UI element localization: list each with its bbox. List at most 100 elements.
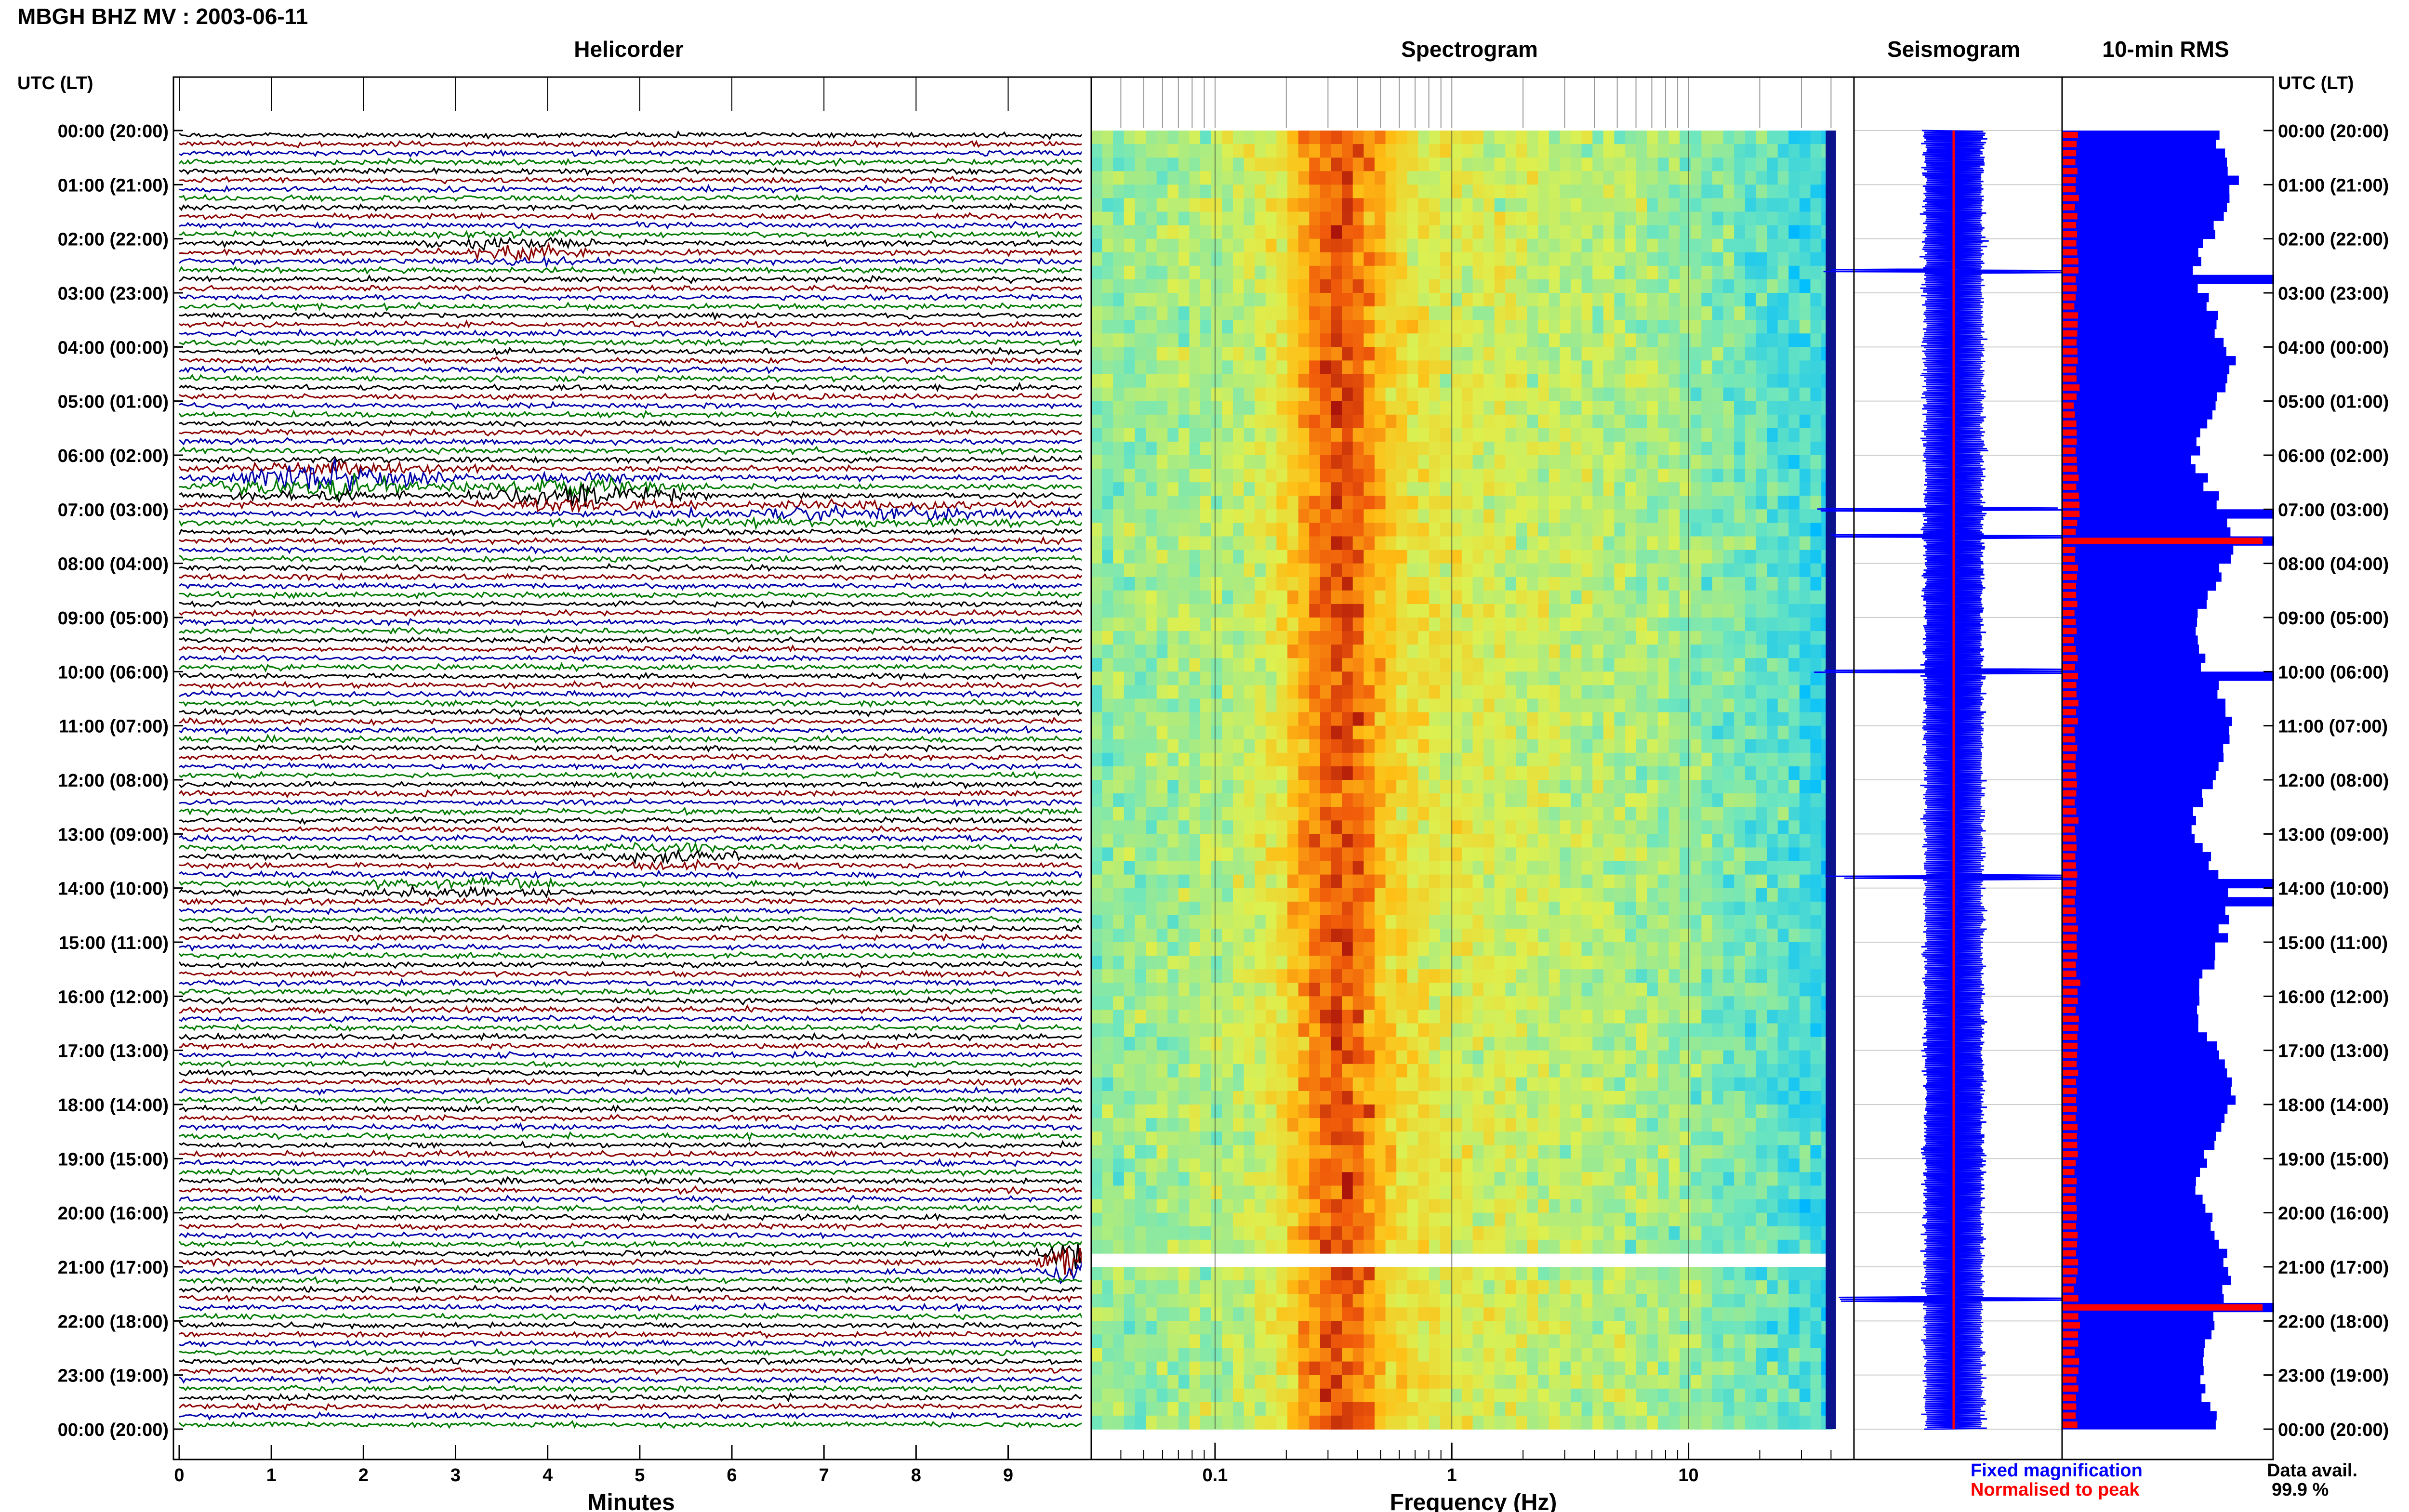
- spectrogram-cell: [1636, 658, 1648, 672]
- spectrogram-cell: [1265, 1010, 1277, 1024]
- spectrogram-cell: [1592, 306, 1604, 320]
- spectrogram-cell: [1723, 874, 1734, 889]
- spectrogram-cell: [1647, 942, 1658, 956]
- spectrogram-cell: [1211, 901, 1223, 916]
- spectrogram-cell: [1189, 793, 1201, 807]
- spectrogram-cell: [1124, 725, 1136, 740]
- spectrogram-cell: [1592, 874, 1604, 889]
- spectrogram-cell: [1418, 861, 1430, 875]
- spectrogram-cell: [1723, 428, 1734, 442]
- helicorder-trace: [179, 1284, 1082, 1294]
- spectrogram-cell: [1407, 956, 1419, 970]
- spectrogram-cell: [1734, 279, 1746, 293]
- spectrogram-cell: [1723, 1050, 1734, 1065]
- spectrogram-cell: [1407, 211, 1419, 226]
- spectrogram-cell: [1167, 631, 1179, 645]
- spectrogram-cell: [1124, 550, 1136, 564]
- spectrogram-cell: [1156, 320, 1168, 334]
- spectrogram-cell: [1429, 590, 1441, 605]
- helicorder-trace: [179, 1032, 1082, 1042]
- helicorder-trace: [179, 1023, 1082, 1032]
- spectrogram-cell: [1581, 387, 1593, 402]
- spectrogram-cell: [1276, 158, 1288, 172]
- spectrogram-cell: [1603, 915, 1615, 929]
- spectrogram-cell: [1494, 698, 1506, 713]
- spectrogram-cell: [1244, 347, 1255, 361]
- spectrogram-cell: [1571, 631, 1582, 645]
- spectrogram-cell: [1810, 658, 1822, 672]
- spectrogram-cell: [1375, 820, 1386, 835]
- helicorder-trace: [179, 373, 1082, 383]
- spectrogram-cell: [1549, 644, 1561, 659]
- spectrogram-cell: [1712, 211, 1724, 226]
- spectrogram-cell: [1571, 793, 1582, 807]
- spectrogram-cell: [1581, 577, 1593, 591]
- spectrogram-cell: [1320, 834, 1332, 848]
- spectrogram-cell: [1255, 469, 1266, 483]
- spectrogram-cell: [1276, 144, 1288, 158]
- spectrogram-cell: [1701, 238, 1713, 253]
- spectrogram-cell: [1189, 739, 1201, 753]
- helicorder-trace: [178, 653, 1082, 663]
- spectrogram-cell: [1451, 604, 1462, 618]
- spectrogram-cell: [1494, 333, 1506, 348]
- spectrogram-cell: [1668, 807, 1680, 821]
- spectrogram-cell: [1331, 847, 1342, 862]
- spectrogram-cell: [1363, 604, 1375, 618]
- spectrogram-cell: [1135, 658, 1146, 672]
- spectrogram-cell: [1701, 820, 1713, 835]
- spectrogram-cell: [1178, 996, 1190, 1011]
- spectrogram-cell: [1636, 536, 1648, 551]
- spectrogram-cell: [1472, 131, 1484, 145]
- spectrogram-cell: [1516, 469, 1528, 483]
- spectrogram-cell: [1592, 671, 1604, 686]
- spectrogram-cell: [1636, 956, 1648, 970]
- spectrogram-cell: [1091, 360, 1103, 375]
- spectrogram-cell: [1516, 644, 1528, 659]
- spectrogram-cell: [1189, 604, 1201, 618]
- spectrogram-cell: [1189, 1023, 1201, 1038]
- spectrogram-cell: [1767, 293, 1778, 307]
- spectrogram-cell: [1745, 131, 1757, 145]
- spectrogram-cell: [1298, 901, 1310, 916]
- spectrogram-cell: [1472, 171, 1484, 185]
- spectrogram-cell: [1777, 725, 1789, 740]
- spectrogram-cell: [1712, 265, 1724, 280]
- spectrogram-cell: [1788, 807, 1800, 821]
- spectrogram-cell: [1342, 942, 1353, 956]
- spectrogram-cell: [1091, 725, 1103, 740]
- spectrogram-cell: [1189, 184, 1201, 199]
- spectrogram-cell: [1483, 387, 1495, 402]
- spectrogram-cell: [1091, 874, 1103, 889]
- spectrogram-cell: [1255, 441, 1266, 456]
- spectrogram-cell: [1690, 563, 1702, 578]
- spectrogram-cell: [1657, 550, 1669, 564]
- spectrogram-cell: [1712, 861, 1724, 875]
- spectrogram-cell: [1581, 671, 1593, 686]
- spectrogram-cell: [1255, 780, 1266, 794]
- spectrogram-cell: [1233, 725, 1244, 740]
- helicorder-trace: [179, 428, 1082, 437]
- spectrogram-cell: [1549, 577, 1561, 591]
- spectrogram-cell: [1494, 834, 1506, 848]
- spectrogram-cell: [1581, 306, 1593, 320]
- spectrogram-cell: [1603, 238, 1615, 253]
- spectrogram-cell: [1298, 347, 1310, 361]
- spectrogram-cell: [1211, 888, 1223, 902]
- spectrogram-cell: [1244, 928, 1255, 943]
- spectrogram-cell: [1810, 333, 1822, 348]
- spectrogram-cell: [1200, 618, 1212, 631]
- spectrogram-cell: [1440, 144, 1452, 158]
- spectrogram-cell: [1756, 915, 1767, 929]
- spectrogram-cell: [1396, 347, 1408, 361]
- spectrogram-cell: [1156, 631, 1168, 645]
- spectrogram-cell: [1538, 401, 1549, 415]
- spectrogram-cell: [1102, 888, 1113, 902]
- spectrogram-cell: [1788, 820, 1800, 835]
- spectrogram-cell: [1734, 618, 1746, 631]
- spectrogram-cell: [1614, 942, 1626, 956]
- spectrogram-cell: [1734, 888, 1746, 902]
- spectrogram-cell: [1385, 1064, 1397, 1078]
- spectrogram-cell: [1418, 1077, 1430, 1091]
- spectrogram-cell: [1363, 1050, 1375, 1065]
